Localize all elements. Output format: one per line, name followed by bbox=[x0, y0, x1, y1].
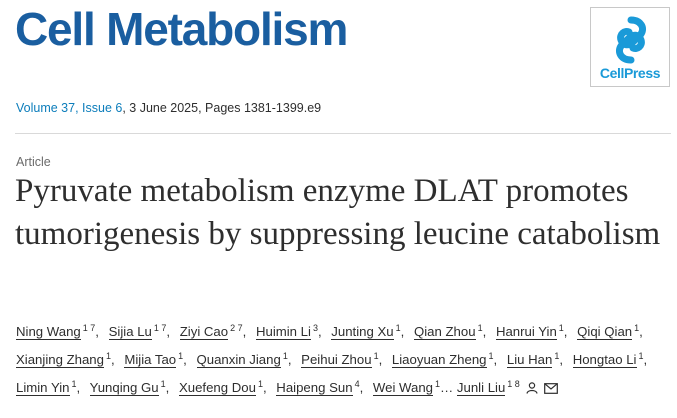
author-name[interactable]: Yunqing Gu bbox=[89, 380, 159, 396]
author-separator: , bbox=[378, 352, 383, 367]
author-name[interactable]: Haipeng Sun bbox=[276, 380, 353, 396]
author-separator: , bbox=[183, 352, 187, 367]
author-separator: , bbox=[76, 380, 81, 395]
author-separator: , bbox=[639, 324, 643, 339]
author-separator: , bbox=[166, 324, 171, 339]
author-separator: , bbox=[359, 380, 364, 395]
author-name[interactable]: Limin Yin bbox=[16, 380, 70, 396]
author-item: Quanxin Jiang 1, bbox=[196, 351, 298, 368]
author-item: Ning Wang 1 7, bbox=[16, 323, 105, 340]
author-item: Hanrui Yin 1, bbox=[495, 323, 574, 340]
author-item: Mijia Tao 1, bbox=[124, 351, 192, 368]
author-item: Wei Wang 1… bbox=[372, 379, 454, 396]
author-name[interactable]: Liu Han bbox=[506, 352, 553, 368]
author-item: Huimin Li 3, bbox=[255, 323, 328, 340]
article-title: Pyruvate metabolism enzyme DLAT promotes… bbox=[15, 173, 661, 252]
author-name[interactable]: Sijia Lu bbox=[108, 324, 152, 340]
author-separator: , bbox=[111, 352, 115, 367]
author-item: Haipeng Sun 4, bbox=[276, 379, 369, 396]
author-separator: , bbox=[287, 352, 292, 367]
affiliation-marker[interactable]: 1 7 bbox=[153, 323, 167, 333]
cellpress-logo[interactable]: CellPress bbox=[590, 7, 670, 87]
author-separator: , bbox=[95, 324, 99, 339]
affiliation-marker[interactable]: 2 7 bbox=[230, 323, 243, 333]
author-item: Qiqi Qian 1, bbox=[577, 323, 649, 340]
affiliation-marker[interactable]: 1 bbox=[558, 323, 564, 333]
affiliation-marker[interactable]: 4 bbox=[354, 379, 360, 389]
affiliation-marker[interactable]: 3 bbox=[312, 323, 318, 333]
article-type: Article bbox=[16, 155, 51, 169]
affiliation-marker[interactable]: 1 bbox=[554, 351, 560, 361]
author-list: Ning Wang 1 7, Sijia Lu 1 7, Ziyi Cao 2 7, … bbox=[16, 316, 666, 402]
affiliation-marker[interactable]: 1 bbox=[634, 323, 640, 333]
author-item: Liaoyuan Zheng 1, bbox=[391, 351, 503, 368]
person-icon[interactable] bbox=[526, 378, 538, 402]
author-name[interactable]: Mijia Tao bbox=[124, 352, 177, 368]
affiliation-marker[interactable]: 1 bbox=[638, 351, 644, 361]
affiliation-marker[interactable]: 1 bbox=[160, 379, 166, 389]
author-separator: , bbox=[559, 352, 564, 367]
author-item: Yunqing Gu 1, bbox=[89, 379, 176, 396]
affiliation-marker[interactable]: 1 bbox=[488, 351, 494, 361]
affiliation-marker[interactable]: 1 bbox=[373, 351, 379, 361]
author-separator: , bbox=[643, 352, 648, 367]
affiliation-marker[interactable]: 1 8 bbox=[507, 379, 520, 389]
author-separator: , bbox=[262, 380, 267, 395]
author-separator: , bbox=[165, 380, 170, 395]
affiliation-marker[interactable]: 1 bbox=[71, 379, 77, 389]
author-separator: , bbox=[482, 324, 487, 339]
author-name[interactable]: Ning Wang bbox=[16, 324, 81, 340]
author-item: Sijia Lu 1 7, bbox=[108, 323, 176, 340]
affiliation-marker[interactable]: 1 bbox=[435, 379, 441, 389]
author-name[interactable]: Qiqi Qian bbox=[577, 324, 633, 340]
author-item: Qian Zhou 1, bbox=[413, 323, 492, 340]
affiliation-marker[interactable]: 1 bbox=[257, 379, 263, 389]
author-name[interactable]: Huimin Li bbox=[255, 324, 311, 340]
affiliation-marker[interactable]: 1 bbox=[282, 351, 288, 361]
author-item: Hongtao Li 1, bbox=[572, 351, 653, 368]
author-separator: , bbox=[242, 324, 247, 339]
author-name[interactable]: Hongtao Li bbox=[572, 352, 637, 368]
author-item: Xuefeng Dou 1, bbox=[178, 379, 273, 396]
author-name[interactable]: Wei Wang bbox=[372, 380, 434, 396]
author-name[interactable]: Qian Zhou bbox=[413, 324, 476, 340]
cellpress-logo-text: CellPress bbox=[599, 65, 661, 81]
author-name[interactable]: Quanxin Jiang bbox=[196, 352, 281, 368]
affiliation-marker[interactable]: 1 7 bbox=[82, 323, 96, 333]
author-item: Junli Liu 1 8 bbox=[456, 379, 558, 396]
author-name[interactable]: Xuefeng Dou bbox=[178, 380, 256, 396]
author-item: Xianjing Zhang 1, bbox=[16, 351, 121, 368]
author-separator: , bbox=[317, 324, 322, 339]
envelope-icon[interactable] bbox=[543, 378, 558, 402]
author-separator: , bbox=[493, 352, 498, 367]
volume-issue-link[interactable]: Volume 37, Issue 6 bbox=[16, 101, 123, 115]
affiliation-marker[interactable]: 1 bbox=[477, 323, 483, 333]
author-name[interactable]: Peihui Zhou bbox=[301, 352, 372, 368]
citation-details: , 3 June 2025, Pages 1381-1399.e9 bbox=[122, 101, 322, 115]
journal-title[interactable]: Cell Metabolism bbox=[15, 3, 348, 55]
author-item: Ziyi Cao 2 7, bbox=[179, 323, 253, 340]
affiliation-marker[interactable]: 1 bbox=[395, 323, 401, 333]
affiliation-marker[interactable]: 1 bbox=[105, 351, 111, 361]
divider bbox=[15, 133, 671, 134]
author-name[interactable]: Liaoyuan Zheng bbox=[391, 352, 487, 368]
cellpress-link-icon bbox=[615, 16, 647, 64]
author-item: Liu Han 1, bbox=[506, 351, 569, 368]
author-item: Limin Yin 1, bbox=[16, 379, 86, 396]
citation: Volume 37, Issue 6, 3 June 2025, Pages 1… bbox=[16, 101, 321, 115]
author-item: Peihui Zhou 1, bbox=[301, 351, 388, 368]
author-name[interactable]: Ziyi Cao bbox=[179, 324, 229, 340]
author-name[interactable]: Junli Liu bbox=[456, 380, 506, 396]
author-item: Junting Xu 1, bbox=[331, 323, 410, 340]
author-name[interactable]: Xianjing Zhang bbox=[16, 352, 104, 368]
author-name[interactable]: Hanrui Yin bbox=[495, 324, 557, 340]
author-name[interactable]: Junting Xu bbox=[331, 324, 394, 340]
author-separator: , bbox=[400, 324, 405, 339]
author-list-ellipsis[interactable]: … bbox=[440, 380, 454, 395]
affiliation-marker[interactable]: 1 bbox=[178, 351, 184, 361]
author-separator: , bbox=[563, 324, 568, 339]
